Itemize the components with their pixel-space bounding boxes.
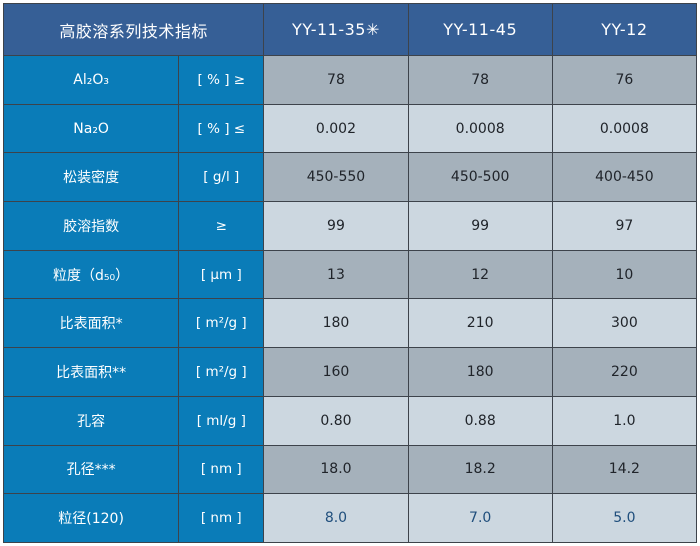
row-label: Al₂O₃ [2, 55, 180, 105]
column-header-yy-12: YY-12 [551, 3, 698, 56]
table-row-particle-size-d50: 粒度（d₅₀） [ μm ] 13 12 10 [2, 249, 698, 300]
table-row-pore-volume: 孔容 [ ml/g ] 0.80 0.88 1.0 [2, 395, 698, 446]
table-row-surface-area-1: 比表面积* [ m²/g ] 180 210 300 [2, 298, 698, 349]
table-row-al2o3: Al₂O₃ [ % ] ≥ 78 78 76 [2, 55, 698, 105]
cell-value: 5.0 [551, 493, 698, 543]
row-unit: [ g/l ] [178, 152, 265, 203]
table-row-pore-diameter: 孔径*** [ nm ] 18.0 18.2 14.2 [2, 444, 698, 495]
cell-value: 8.0 [263, 493, 409, 543]
cell-value: 78 [263, 55, 409, 105]
row-unit: [ % ] ≥ [178, 55, 265, 105]
cell-value: 400-450 [551, 152, 698, 203]
cell-value: 7.0 [407, 493, 553, 543]
row-label: 比表面积* [2, 298, 180, 349]
cell-value: 450-550 [263, 152, 409, 203]
cell-value: 180 [407, 347, 553, 397]
table-row-bulk-density: 松装密度 [ g/l ] 450-550 450-500 400-450 [2, 152, 698, 203]
cell-value: 76 [551, 55, 698, 105]
row-unit: [ m²/g ] [178, 298, 265, 349]
cell-value: 0.80 [263, 395, 409, 446]
spec-table: 高胶溶系列技术指标 YY-11-35✳ YY-11-45 YY-12 Al₂O₃… [2, 3, 698, 543]
row-label: 孔径*** [2, 444, 180, 495]
row-label: Na₂O [2, 103, 180, 154]
table-row-grain-size-120: 粒径(120) [ nm ] 8.0 7.0 5.0 [2, 493, 698, 543]
row-label: 孔容 [2, 395, 180, 446]
row-label: 胶溶指数 [2, 201, 180, 251]
table-title: 高胶溶系列技术指标 [2, 3, 265, 56]
row-unit: ≥ [178, 201, 265, 251]
cell-value: 12 [407, 249, 553, 300]
row-unit: [ nm ] [178, 493, 265, 543]
cell-value: 18.0 [263, 444, 409, 495]
row-label: 粒径(120) [2, 493, 180, 543]
cell-value: 0.0008 [407, 103, 553, 154]
cell-value: 14.2 [551, 444, 698, 495]
cell-value: 1.0 [551, 395, 698, 446]
row-label: 粒度（d₅₀） [2, 249, 180, 300]
cell-value: 0.002 [263, 103, 409, 154]
cell-value: 0.88 [407, 395, 553, 446]
table-row-peptization-index: 胶溶指数 ≥ 99 99 97 [2, 201, 698, 251]
cell-value: 220 [551, 347, 698, 397]
column-header-yy-11-45: YY-11-45 [407, 3, 553, 56]
row-unit: [ ml/g ] [178, 395, 265, 446]
cell-value: 99 [263, 201, 409, 251]
table-header-row: 高胶溶系列技术指标 YY-11-35✳ YY-11-45 YY-12 [2, 3, 698, 56]
cell-value: 180 [263, 298, 409, 349]
row-unit: [ μm ] [178, 249, 265, 300]
cell-value: 18.2 [407, 444, 553, 495]
row-unit: [ nm ] [178, 444, 265, 495]
cell-value: 0.0008 [551, 103, 698, 154]
cell-value: 210 [407, 298, 553, 349]
row-unit: [ m²/g ] [178, 347, 265, 397]
cell-value: 160 [263, 347, 409, 397]
row-unit: [ % ] ≤ [178, 103, 265, 154]
cell-value: 300 [551, 298, 698, 349]
cell-value: 78 [407, 55, 553, 105]
column-header-yy-11-35: YY-11-35✳ [263, 3, 409, 56]
table-row-surface-area-2: 比表面积** [ m²/g ] 160 180 220 [2, 347, 698, 397]
cell-value: 97 [551, 201, 698, 251]
cell-value: 450-500 [407, 152, 553, 203]
cell-value: 10 [551, 249, 698, 300]
row-label: 松装密度 [2, 152, 180, 203]
cell-value: 99 [407, 201, 553, 251]
cell-value: 13 [263, 249, 409, 300]
table-row-na2o: Na₂O [ % ] ≤ 0.002 0.0008 0.0008 [2, 103, 698, 154]
row-label: 比表面积** [2, 347, 180, 397]
